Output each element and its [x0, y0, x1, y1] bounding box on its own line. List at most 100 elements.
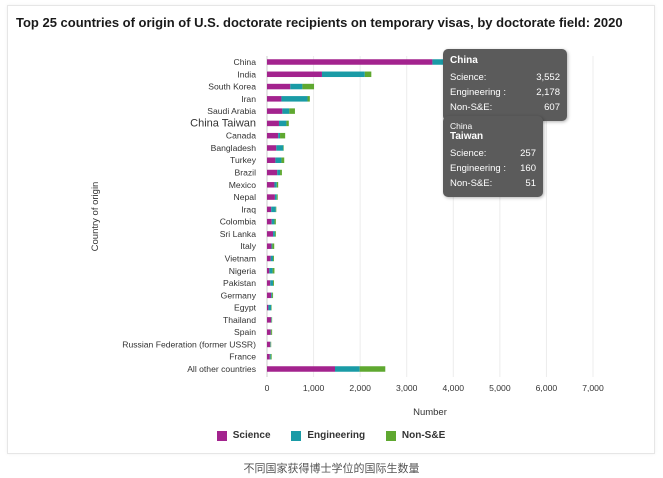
bar-segment-science[interactable]	[267, 268, 270, 274]
tooltip-china-taiwan: China Taiwan Science: 257 Engineering :16…	[443, 116, 543, 197]
bar-segment-engineering[interactable]	[321, 71, 365, 78]
legend-item-science[interactable]: Science	[216, 430, 271, 441]
legend-label-engineering: Engineering	[307, 430, 366, 441]
bar-segment-science[interactable]	[267, 292, 272, 299]
bar-segment-science[interactable]	[267, 317, 272, 323]
bar-segment-science[interactable]	[267, 280, 271, 286]
bar-segment-engineering[interactable]	[273, 231, 275, 237]
y-tick-label: Bangladesh	[211, 143, 257, 153]
bar-segment-nonse[interactable]	[272, 292, 274, 299]
bar-segment-science[interactable]	[267, 255, 271, 262]
bar-segment-nonse[interactable]	[359, 366, 386, 372]
bar-segment-nonse[interactable]	[286, 120, 289, 127]
bar-segment-engineering[interactable]	[274, 194, 277, 200]
bar-segment-nonse[interactable]	[281, 157, 285, 163]
tooltip-title-line1: China	[450, 121, 473, 131]
bar-segment-engineering[interactable]	[271, 243, 273, 249]
bar-segment-science[interactable]	[267, 341, 271, 348]
bar-segment-science[interactable]	[267, 218, 272, 225]
y-tick-label: Iran	[241, 94, 256, 104]
bar-segment-nonse[interactable]	[307, 96, 310, 102]
bar-segment-nonse[interactable]	[276, 194, 278, 200]
tooltip-row: Non-S&E: 51	[450, 178, 536, 189]
bar-segment-science[interactable]	[267, 231, 274, 237]
y-tick-label: India	[237, 69, 256, 79]
bar-segment-engineering[interactable]	[275, 157, 282, 163]
bar-segment-engineering[interactable]	[268, 304, 272, 311]
bar-segment-engineering[interactable]	[282, 108, 290, 114]
bar-segment-science[interactable]	[267, 366, 335, 372]
bar-segment-engineering[interactable]	[334, 366, 360, 372]
bar-segment-science[interactable]	[267, 169, 278, 176]
y-tick-label: Nepal	[234, 192, 257, 202]
tooltip-title-line2: Taiwan	[450, 131, 484, 142]
y-tick-label: China Taiwan	[190, 117, 256, 129]
y-tick-label: China	[234, 57, 257, 67]
bar-segment-nonse[interactable]	[280, 169, 282, 176]
bar-segment-engineering[interactable]	[271, 218, 275, 225]
bar-segment-engineering[interactable]	[270, 280, 274, 286]
y-tick-label: Mexico	[229, 180, 256, 190]
tooltip-row: Science: 3,552	[450, 72, 560, 83]
bar-segment-engineering[interactable]	[269, 268, 273, 274]
bar-segment-science[interactable]	[267, 157, 276, 163]
bar-segment-engineering[interactable]	[278, 120, 287, 127]
bar-segment-engineering[interactable]	[290, 83, 303, 90]
bar-segment-science[interactable]	[267, 329, 271, 335]
bar-segment-nonse[interactable]	[270, 353, 272, 360]
bar-segment-nonse[interactable]	[274, 231, 276, 237]
y-tick-label: Nigeria	[229, 266, 256, 276]
bar-segment-nonse[interactable]	[289, 108, 295, 114]
y-axis-label: Country of origin	[90, 182, 101, 252]
y-tick-label: Turkey	[230, 155, 257, 165]
bar-segment-engineering[interactable]	[274, 182, 277, 188]
y-tick-label: Sri Lanka	[220, 229, 257, 239]
x-tick-label: 6,000	[536, 383, 558, 393]
bar-segment-nonse[interactable]	[274, 218, 276, 225]
bar-segment-engineering[interactable]	[269, 353, 271, 360]
tooltip-row: Engineering :160	[450, 163, 536, 174]
bar-segment-science[interactable]	[267, 96, 282, 102]
x-tick-label: 1,000	[303, 383, 325, 393]
bar-segment-science[interactable]	[267, 304, 269, 311]
bar-segment-science[interactable]	[267, 243, 272, 249]
tooltip-row: Science: 257	[450, 148, 536, 159]
y-tick-label: Germany	[221, 290, 257, 300]
bar-segment-nonse[interactable]	[273, 280, 274, 286]
bar-segment-science[interactable]	[267, 108, 283, 114]
bar-segment-science[interactable]	[267, 132, 279, 139]
bar-segment-nonse[interactable]	[272, 268, 275, 274]
bar-segment-science[interactable]	[267, 71, 322, 78]
engineering-swatch	[291, 430, 302, 441]
bar-segment-nonse[interactable]	[272, 243, 275, 249]
bar-segment-science[interactable]	[267, 120, 279, 127]
y-tick-label: Vietnam	[225, 253, 256, 263]
bar-segment-science[interactable]	[267, 182, 275, 188]
bar-segment-science[interactable]	[267, 194, 275, 200]
bar-segment-engineering[interactable]	[281, 96, 308, 102]
bar-segment-engineering[interactable]	[271, 206, 276, 213]
legend-item-engineering[interactable]: Engineering	[291, 430, 365, 441]
legend-item-nonse[interactable]: Non-S&E	[385, 430, 445, 441]
bar-segment-nonse[interactable]	[364, 71, 372, 78]
bar-segment-nonse[interactable]	[276, 182, 279, 188]
bar-segment-science[interactable]	[267, 59, 433, 65]
bar-segment-engineering[interactable]	[277, 169, 281, 176]
bar-segment-engineering[interactable]	[278, 132, 281, 139]
bar-segment-science[interactable]	[267, 145, 277, 151]
y-tick-label: All other countries	[187, 364, 256, 374]
bar-segment-engineering[interactable]	[271, 292, 273, 299]
bar-segment-science[interactable]	[267, 206, 272, 213]
bar-segment-engineering[interactable]	[276, 145, 284, 151]
x-tick-label: 5,000	[489, 383, 511, 393]
bar-segment-nonse[interactable]	[280, 132, 286, 139]
bar-segment-science[interactable]	[267, 353, 270, 360]
bar-segment-engineering[interactable]	[270, 255, 274, 262]
x-tick-label: 7,000	[582, 383, 604, 393]
bar-segment-nonse[interactable]	[302, 83, 315, 90]
bar-segment-science[interactable]	[267, 83, 291, 90]
y-tick-label: France	[229, 352, 256, 362]
bar-segment-nonse[interactable]	[271, 329, 273, 335]
tooltip-china: China Science: 3,552 Engineering :2,178 N…	[443, 49, 567, 121]
bar-segment-nonse[interactable]	[273, 255, 274, 262]
